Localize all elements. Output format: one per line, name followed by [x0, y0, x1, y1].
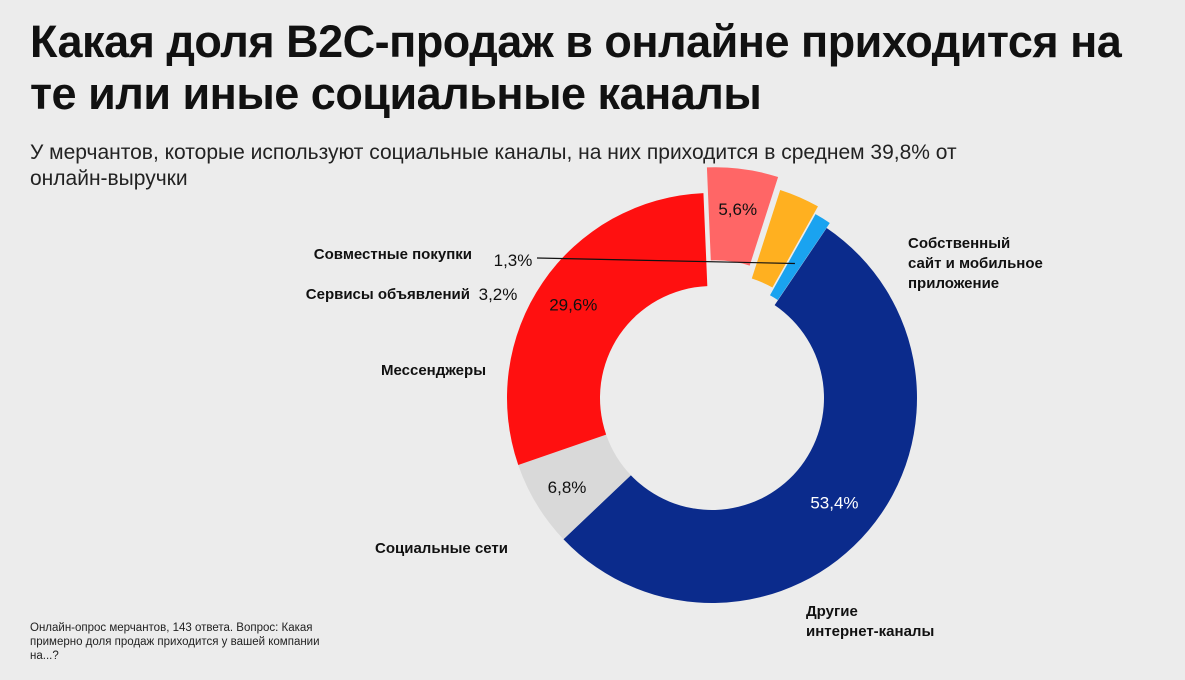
leader-line: [536, 257, 795, 265]
slice-category-label: Другие интернет-каналы: [806, 603, 934, 640]
slice-1: [563, 228, 918, 604]
slice-category-label: Сервисы объявлений: [306, 286, 470, 303]
chart-labels: 53,4% Собственный сайт и мобильное приложен…: [306, 200, 1043, 640]
label-line: Социальные сети: [375, 540, 508, 557]
slice-category-label: Социальные сети: [375, 540, 508, 557]
slice-2: [518, 434, 631, 540]
label-line: Совместные покупки: [314, 246, 472, 263]
label-line: Другие: [806, 603, 858, 620]
chart-slices: [506, 167, 918, 604]
label-line: Мессенджеры: [381, 362, 486, 379]
slice-value-label: 3,2%: [479, 285, 518, 304]
slice-category-label: Собственный сайт и мобильное приложение: [908, 235, 1043, 292]
slice-value-label: 29,6%: [549, 296, 597, 315]
slice-value-label: 5,6%: [718, 200, 757, 219]
label-line: Собственный: [908, 235, 1010, 252]
slice-category-label: Мессенджеры: [381, 362, 486, 379]
page-subtitle: У мерчантов, которые используют социальн…: [30, 141, 957, 190]
label-line: интернет-каналы: [806, 623, 934, 640]
slice-4: [706, 167, 779, 266]
slice-6: [769, 214, 830, 301]
label-line: приложение: [908, 275, 999, 292]
slice-3: [506, 193, 708, 465]
label-line: Сервисы объявлений: [306, 286, 470, 303]
page-title: Какая доля B2C-продаж в онлайне приходит…: [30, 16, 1122, 119]
label-line: сайт и мобильное: [908, 255, 1043, 272]
slice-category-label: Совместные покупки: [314, 246, 472, 263]
slice-value-label: 53,4%: [810, 494, 858, 513]
footnote: Онлайн-опрос мерчантов, 143 ответа. Вопр…: [30, 622, 320, 662]
slice-value-label: 1,3%: [494, 251, 533, 270]
slice-value-label: 6,8%: [548, 478, 587, 497]
